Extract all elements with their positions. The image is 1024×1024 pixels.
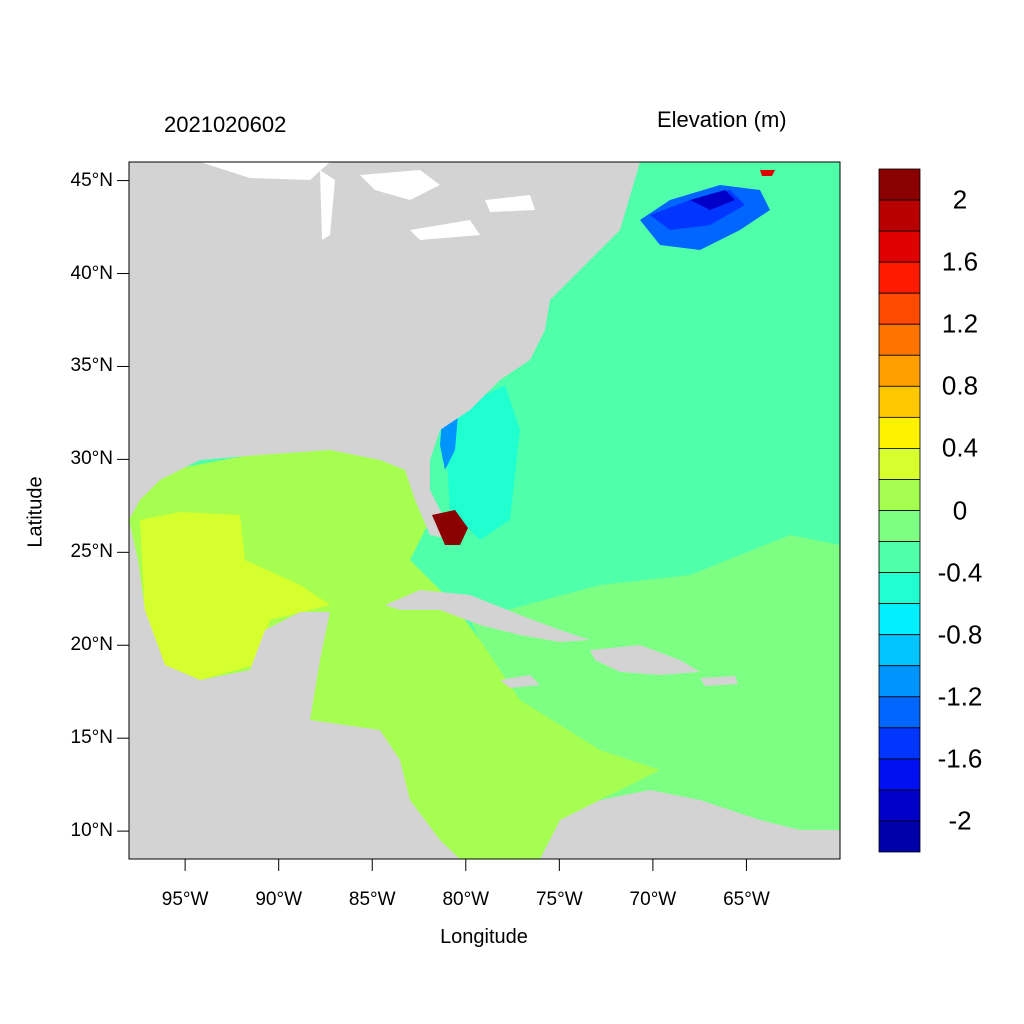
- colorbar-swatch: [878, 323, 921, 356]
- colorbar-swatch: [878, 261, 921, 294]
- lat-tick-label: 10°N: [70, 820, 113, 842]
- contour-maine-high: [760, 170, 775, 176]
- contour-gulf-inner: [140, 512, 330, 680]
- colorbar-swatch: [878, 199, 921, 232]
- jamaica-land: [500, 675, 540, 688]
- colorbar-label: 0.8: [941, 370, 979, 401]
- colorbar-swatch: [878, 168, 921, 201]
- variable-label: Elevation (m): [657, 107, 787, 132]
- contour-florida-high: [432, 510, 468, 545]
- hispaniola-land: [590, 645, 700, 675]
- colorbar-label: -0.4: [937, 557, 983, 588]
- lake-michigan: [320, 170, 335, 240]
- colorbar-label: 0.4: [941, 432, 979, 463]
- colorbar-swatch: [878, 385, 921, 418]
- colorbar-swatch: [878, 696, 921, 729]
- axis-ticks: [117, 180, 747, 871]
- contour-gulf-of-maine-3: [690, 190, 735, 210]
- puerto-rico-land: [700, 676, 738, 686]
- lat-tick-label: 30°N: [70, 448, 113, 470]
- colorbar-swatch: [878, 292, 921, 325]
- colorbar-label: -0.8: [937, 619, 983, 650]
- colorbar-label: -1.6: [937, 743, 983, 774]
- lake-huron: [360, 170, 440, 200]
- colorbar-label: 2: [952, 184, 968, 215]
- lon-tick-label: 65°W: [723, 889, 770, 910]
- map-plot-area: [129, 162, 840, 859]
- colorbar-label: -1.2: [937, 681, 983, 712]
- date-label: 2021020602: [164, 112, 287, 137]
- mexico-central-america-land: [129, 520, 460, 859]
- colorbar-swatch: [878, 634, 921, 667]
- colorbar-label: 1.6: [941, 246, 979, 277]
- colorbar-swatch: [878, 572, 921, 605]
- lat-tick-label: 35°N: [70, 355, 113, 377]
- lake-ontario: [485, 195, 535, 212]
- colorbar-swatch: [878, 789, 921, 822]
- lon-tick-label: 90°W: [255, 889, 303, 910]
- colorbar-swatch: [878, 727, 921, 760]
- colorbar: [878, 168, 921, 853]
- lon-tick-label: 85°W: [348, 889, 396, 910]
- colorbar-swatch: [878, 541, 921, 573]
- lon-tick-label: 80°W: [442, 889, 490, 910]
- contour-zero-east: [470, 535, 840, 859]
- south-america-land: [540, 790, 840, 859]
- lake-erie: [410, 220, 480, 240]
- cuba-land: [385, 590, 590, 642]
- colorbar-label: -2: [948, 805, 972, 836]
- lat-tick-label: 20°N: [70, 634, 113, 656]
- lon-tick-label: 95°W: [161, 889, 209, 910]
- north-america-land: [129, 162, 640, 540]
- lon-tick-label: 75°W: [535, 889, 583, 910]
- lat-tick-label: 45°N: [70, 169, 113, 191]
- colorbar-label: 0: [952, 495, 968, 525]
- colorbar-swatch: [878, 448, 921, 480]
- contour-georgia-low: [440, 415, 458, 470]
- lat-tick-label: 25°N: [70, 541, 113, 563]
- colorbar-swatch: [878, 354, 921, 387]
- x-axis-label: Longitude: [440, 926, 528, 948]
- lat-tick-label: 15°N: [70, 727, 113, 749]
- colorbar-swatch: [878, 479, 921, 511]
- lat-tick-label: 40°N: [70, 262, 113, 284]
- colorbar-swatch: [878, 510, 921, 542]
- lon-tick-label: 70°W: [629, 889, 677, 910]
- map-frame: [128, 161, 841, 860]
- colorbar-swatch: [878, 416, 921, 449]
- colorbar-swatch: [878, 665, 921, 698]
- lake-superior: [200, 162, 330, 180]
- colorbar-swatch: [878, 230, 921, 263]
- contour-florida-shelf: [445, 385, 520, 540]
- colorbar-swatch: [878, 758, 921, 791]
- colorbar-label: 1.2: [941, 308, 979, 339]
- colorbar-swatch: [878, 820, 921, 853]
- colorbar-swatch: [878, 603, 921, 636]
